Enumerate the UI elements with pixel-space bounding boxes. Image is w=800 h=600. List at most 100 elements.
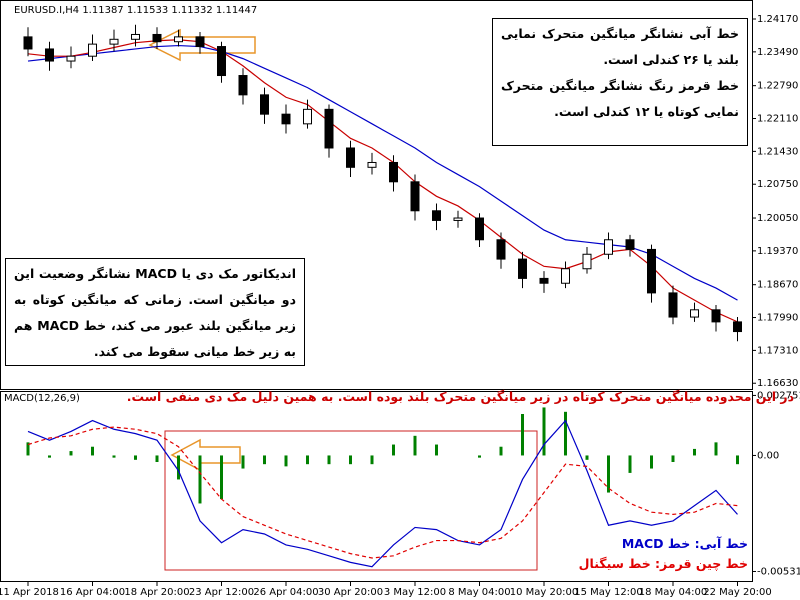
y-tick-label: 0.002751 <box>757 390 800 401</box>
y-tick-label: -0.005318 <box>757 566 800 577</box>
histogram-bar <box>69 451 73 456</box>
candle-body <box>475 217 484 241</box>
histogram-bar <box>628 455 632 473</box>
histogram-bar <box>607 455 610 493</box>
x-tick-label: 23 Apr 12:00 <box>189 587 254 598</box>
candle-body <box>152 33 162 43</box>
candle-body <box>410 181 420 212</box>
y-tick-label: 1.23490 <box>757 47 798 58</box>
histogram-bar <box>478 455 481 458</box>
histogram-bar <box>413 435 417 456</box>
y-tick-label: 1.22790 <box>757 81 798 92</box>
annotation-box: اندیکاتور مک دی یا MACD نشانگر وضعیت این… <box>5 258 305 366</box>
candle-body <box>432 210 441 221</box>
annotation: اندیکاتور مک دی یا MACD نشانگر وضعیت این… <box>14 266 296 359</box>
histogram-bar <box>714 442 718 456</box>
candle-body <box>23 36 33 50</box>
candle-body <box>45 48 54 62</box>
candle-body <box>66 55 76 62</box>
histogram-bar <box>306 455 309 465</box>
candle-body <box>389 161 398 183</box>
annotation: در این محدوده میانگین متحرک کوتاه در زیر… <box>126 389 794 404</box>
x-tick-label: 22 May 20:00 <box>703 587 772 598</box>
histogram-bar <box>198 455 202 504</box>
legend-entry: خط چین قرمز: خط سیگنال <box>578 556 748 571</box>
y-tick-label: 1.16630 <box>757 378 798 389</box>
histogram-bar <box>693 448 696 456</box>
candle-body <box>518 258 527 279</box>
legend-entry: خط آبی: خط MACD <box>621 536 748 551</box>
candle-body <box>733 321 742 333</box>
x-tick-label: 10 May 20:00 <box>510 587 579 598</box>
candle-body <box>668 292 678 318</box>
x-tick-label: 18 May 04:00 <box>639 587 708 598</box>
candle-body <box>690 309 699 318</box>
histogram-bar <box>284 455 288 467</box>
x-tick-label: 15 May 12:00 <box>574 587 643 598</box>
histogram-bar <box>564 411 567 456</box>
histogram-bar <box>220 455 223 500</box>
y-tick-label: 1.18670 <box>757 280 798 291</box>
candle-body <box>711 309 721 323</box>
annotation-box: خط آبی نشانگر میانگین متحرک نمایی بلند ی… <box>492 18 748 146</box>
candle-body <box>195 36 205 48</box>
candle-body <box>238 75 248 96</box>
candle-body <box>539 277 549 284</box>
candle-body <box>260 94 269 115</box>
candle-body <box>324 108 334 149</box>
candle-body <box>604 239 613 255</box>
histogram-bar <box>585 455 589 460</box>
candle-body <box>217 46 226 77</box>
histogram-bar <box>26 442 30 456</box>
histogram-bar <box>671 455 675 462</box>
histogram-bar <box>134 455 137 460</box>
y-tick-label: 0.00 <box>757 450 779 461</box>
x-tick-label: 8 May 04:00 <box>448 587 510 598</box>
arrow <box>170 438 241 472</box>
histogram-bar <box>521 414 524 456</box>
chart-title: EURUSD.I,H4 1.11387 1.11533 1.11332 1.11… <box>14 5 257 16</box>
annotation: خط قرمز رنگ نشانگر میانگین متحرک نمایی ک… <box>501 78 739 119</box>
y-tick-label: 1.21430 <box>757 146 798 157</box>
candle-body <box>367 161 377 168</box>
series-line <box>27 39 738 323</box>
histogram-bar <box>736 455 739 465</box>
x-tick-label: 30 Apr 20:00 <box>318 587 383 598</box>
histogram-bar <box>241 455 245 469</box>
histogram-bar <box>91 446 94 456</box>
highlight-box <box>164 430 538 571</box>
x-tick-label: 16 Apr 04:00 <box>60 587 125 598</box>
series-line <box>27 426 738 559</box>
histogram-bar <box>48 455 51 458</box>
x-tick-label: 3 May 12:00 <box>384 587 446 598</box>
histogram-bar <box>327 455 331 465</box>
candle-body <box>346 147 355 168</box>
candle-body <box>561 268 570 284</box>
histogram-bar <box>435 444 438 456</box>
y-tick-label: 1.19370 <box>757 246 798 257</box>
candle-body <box>625 239 635 250</box>
histogram-bar <box>370 455 374 465</box>
candle-body <box>496 239 506 260</box>
y-tick-label: 1.17310 <box>757 345 798 356</box>
candle-body <box>647 248 656 294</box>
histogram-bar <box>263 455 266 465</box>
histogram-bar <box>392 444 395 456</box>
series-line <box>27 419 738 568</box>
y-tick-label: 1.20750 <box>757 179 798 190</box>
y-tick-label: 1.24170 <box>757 14 798 25</box>
histogram-bar <box>177 455 180 480</box>
macd-panel-frame <box>0 391 753 582</box>
histogram-bar <box>542 407 546 456</box>
candle-body <box>303 108 312 125</box>
candle-body <box>174 36 183 43</box>
candle-body <box>453 217 463 221</box>
price-panel-frame <box>0 0 753 390</box>
x-tick-label: 26 Apr 04:00 <box>253 587 318 598</box>
annotation: خط آبی نشانگر میانگین متحرک نمایی بلند ی… <box>501 26 739 67</box>
series-line <box>27 44 738 301</box>
histogram-bar <box>349 455 352 465</box>
histogram-bar <box>112 455 116 458</box>
